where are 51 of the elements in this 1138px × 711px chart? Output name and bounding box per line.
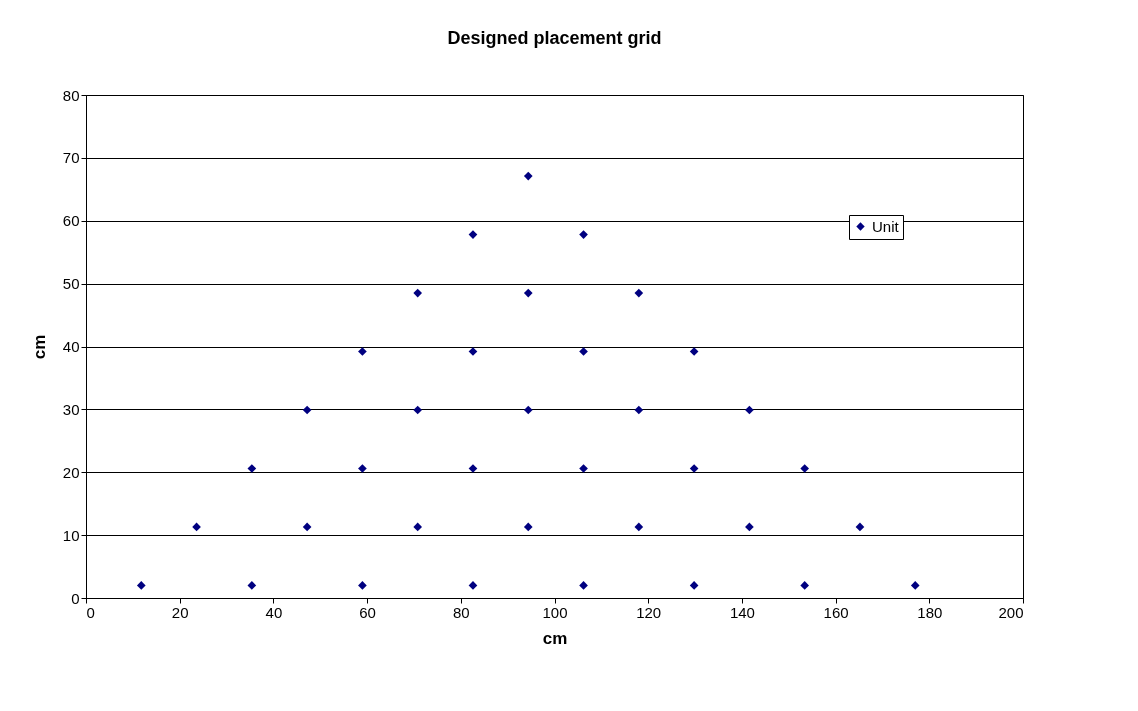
- point: [302, 405, 312, 415]
- x-tick-label: 140: [729, 603, 755, 621]
- x-tick-label: 0: [86, 603, 95, 621]
- point: [358, 464, 367, 473]
- point: [634, 405, 644, 415]
- x-tick-label: 180: [917, 603, 943, 621]
- x-tick-label: 40: [265, 603, 283, 621]
- y-tick-label: 40: [62, 338, 80, 355]
- x-tick-label: 200: [998, 603, 1024, 621]
- y-tick-label: 70: [62, 149, 80, 167]
- point: [358, 581, 367, 590]
- y-tick-label: 0: [71, 589, 80, 607]
- point: [302, 522, 312, 532]
- point: [247, 581, 257, 590]
- y-tick-label: 80: [62, 86, 80, 104]
- x-tick-label: 80: [452, 603, 470, 621]
- x-tick-label: 120: [636, 603, 662, 621]
- x-tick-label: 60: [359, 603, 376, 621]
- point: [523, 405, 533, 415]
- y-tick-label: 20: [62, 463, 80, 481]
- point: [800, 581, 810, 590]
- point: [689, 581, 699, 590]
- y-tick-label: 30: [62, 400, 80, 418]
- point: [413, 522, 423, 532]
- x-axis-title: cm: [542, 628, 568, 648]
- point: [910, 581, 920, 590]
- x-tick-label: 100: [542, 603, 568, 621]
- y-tick-label: 10: [62, 526, 80, 544]
- point: [634, 522, 644, 532]
- point: [523, 288, 533, 298]
- point: [523, 171, 533, 181]
- y-tick-label: 50: [62, 275, 80, 293]
- y-tick-label: 60: [62, 212, 80, 230]
- point: [413, 405, 423, 415]
- point: [247, 464, 257, 473]
- point: [523, 522, 533, 532]
- point: [579, 464, 588, 473]
- point: [413, 288, 423, 298]
- point: [800, 464, 810, 473]
- point: [579, 230, 588, 239]
- chart-title: Designed placement grid: [447, 28, 662, 48]
- point: [579, 581, 588, 590]
- y-axis-title: cm: [29, 334, 49, 360]
- x-tick-label: 160: [823, 603, 849, 621]
- point: [136, 581, 146, 590]
- point: [634, 288, 644, 298]
- point: [579, 347, 588, 356]
- legend-label: Unit: [872, 217, 900, 235]
- point: [855, 522, 865, 532]
- x-tick-label: 20: [171, 603, 189, 621]
- point: [358, 347, 367, 356]
